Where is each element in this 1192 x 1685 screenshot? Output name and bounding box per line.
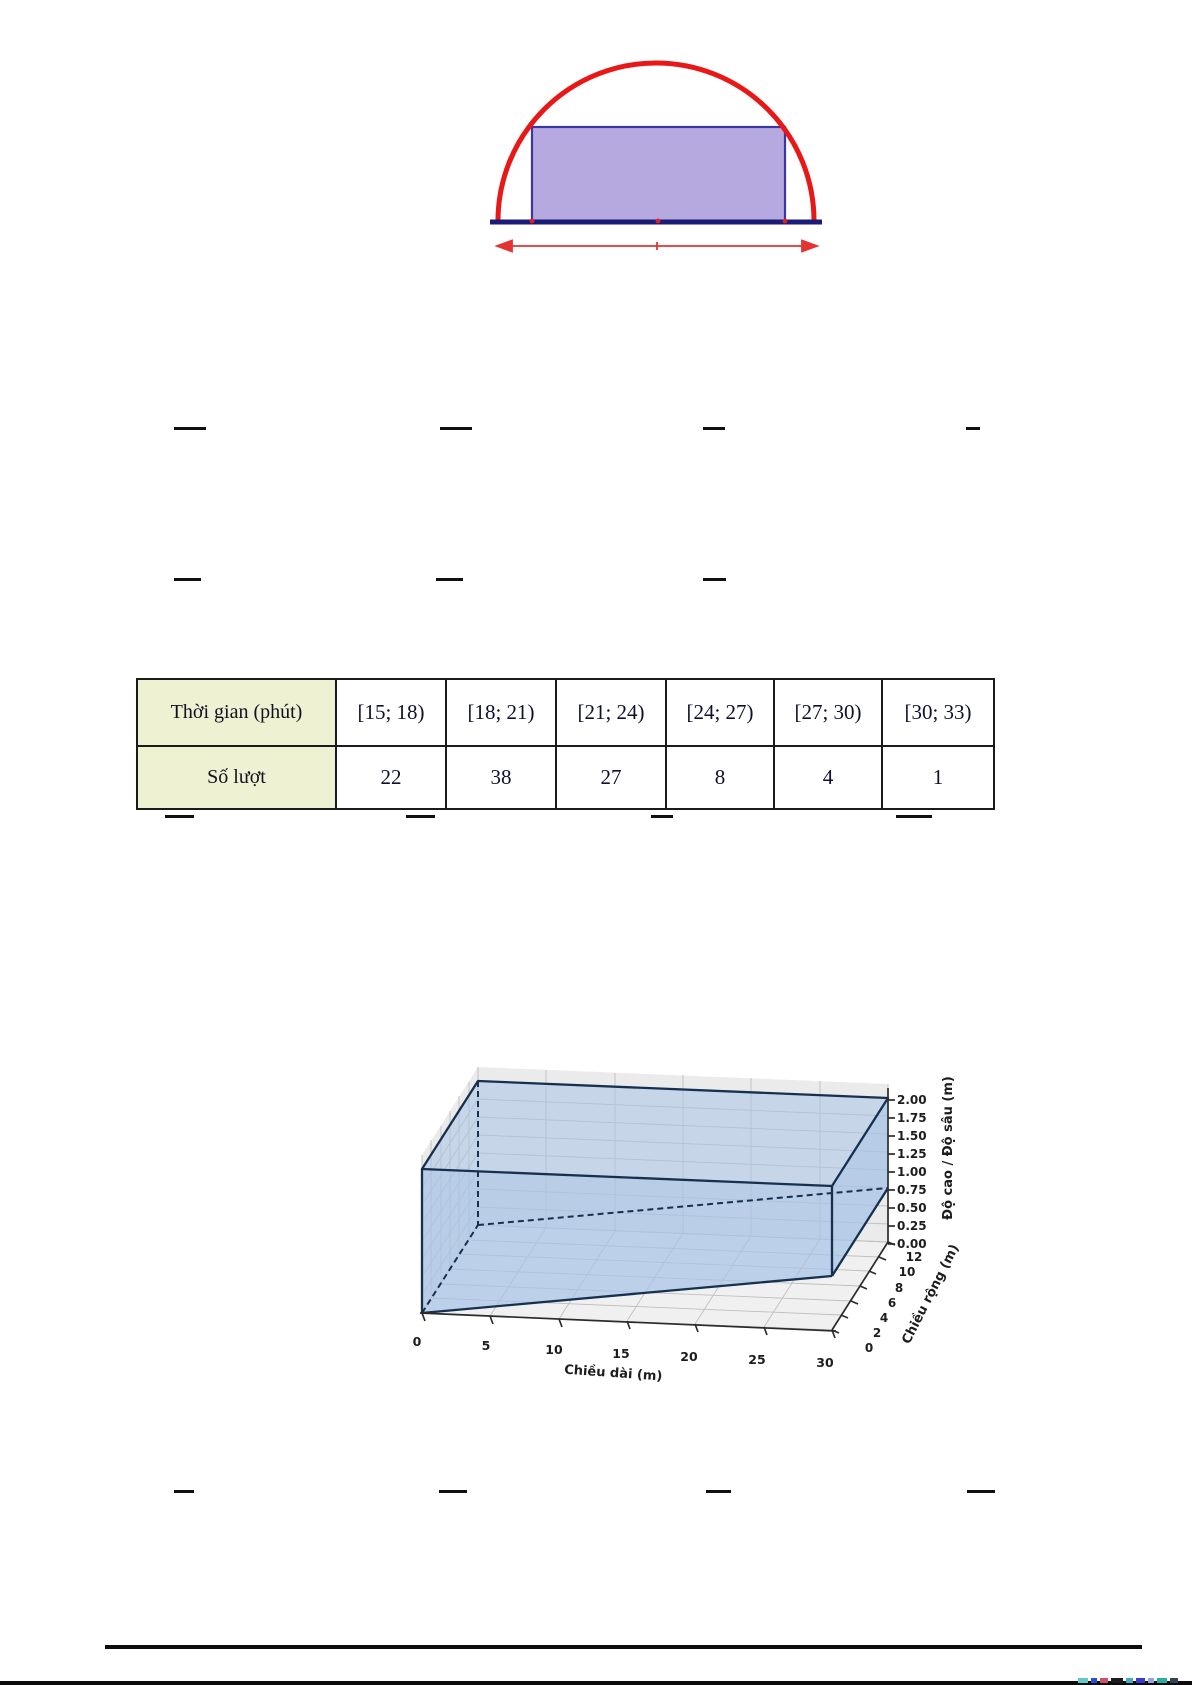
- inscribed-rectangle: [530, 125, 787, 223]
- fraction-bar: [706, 1490, 731, 1493]
- frequency-table: Thời gian (phút) [15; 18) [18; 21) [21; …: [136, 678, 995, 810]
- pool-3d-chart: 0 5 10 15 20 25 30 Chiều dài (m) 0 2 4 6…: [413, 1067, 962, 1385]
- fraction-bar: [703, 427, 725, 430]
- y-tick-label: 0: [865, 1341, 873, 1355]
- fraction-bar: [966, 427, 980, 430]
- fraction-bar: [406, 815, 435, 818]
- fraction-bar: [651, 815, 673, 818]
- table-cell: 4: [773, 745, 883, 810]
- table-row: Số lượt 22 38 27 8 4 1: [136, 745, 995, 810]
- page-bottom-border: [0, 1681, 1192, 1685]
- z-tick-label: 1.25: [897, 1147, 927, 1161]
- table-header-cell: Số lượt: [136, 745, 337, 810]
- z-tick-label: 0.25: [897, 1219, 927, 1233]
- y-tick-label: 6: [888, 1296, 896, 1310]
- fraction-bar: [896, 815, 932, 818]
- footer-artifact: [1100, 1678, 1108, 1683]
- x-tick-label: 25: [748, 1352, 765, 1367]
- x-axis-label: Chiều dài (m): [564, 1363, 663, 1385]
- pool-bottom-face: [422, 1188, 888, 1313]
- x-tick-label: 10: [545, 1342, 563, 1357]
- fraction-bar: [967, 1490, 995, 1493]
- footer-artifact: [1078, 1678, 1088, 1683]
- table-cell: [21; 24): [555, 678, 667, 747]
- fraction-bar: [165, 815, 194, 818]
- y-tick-label: 10: [899, 1265, 916, 1279]
- z-tick-label: 1.75: [897, 1111, 927, 1125]
- x-tick-label: 30: [816, 1355, 834, 1370]
- diameter-arrow: [494, 239, 820, 253]
- table-cell: 8: [665, 745, 775, 810]
- z-tick-label: 1.50: [897, 1129, 927, 1143]
- table-cell: [18; 21): [445, 678, 557, 747]
- z-axis-label: Độ cao / Độ sâu (m): [941, 1076, 956, 1220]
- fraction-bar: [174, 1490, 194, 1493]
- semicircle-figure: [490, 60, 822, 253]
- pool-front-face: [422, 1169, 832, 1313]
- x-tick-label: 20: [680, 1349, 698, 1364]
- y-tick-label: 2: [873, 1326, 881, 1340]
- footer-artifact: [1170, 1678, 1178, 1683]
- table-cell: [30; 33): [881, 678, 995, 747]
- semicircle-arc: [495, 60, 817, 222]
- footer-artifact: [1111, 1678, 1123, 1683]
- table-header-cell: Thời gian (phút): [136, 678, 337, 747]
- table-cell: 1: [881, 745, 995, 810]
- center-dot: [655, 218, 661, 224]
- fraction-bar: [439, 1490, 467, 1493]
- horizontal-rule: [105, 1645, 1142, 1649]
- pool-right-face: [832, 1098, 888, 1276]
- fraction-bar: [703, 578, 726, 581]
- chart-axes: [419, 1088, 896, 1339]
- pool-back-face: [478, 1081, 888, 1225]
- pool-left-face: [422, 1081, 478, 1313]
- table-cell: [24; 27): [665, 678, 775, 747]
- corner-dot: [529, 218, 535, 224]
- pool-faces: [422, 1081, 888, 1313]
- fraction-bar: [436, 578, 463, 581]
- corner-dot: [782, 218, 788, 224]
- table-cell: 27: [555, 745, 667, 810]
- z-tick-label: 0.75: [897, 1183, 927, 1197]
- x-tick-label: 0: [413, 1334, 422, 1349]
- table-cell: [27; 30): [773, 678, 883, 747]
- footer-artifact: [1091, 1678, 1097, 1683]
- footer-artifact: [1126, 1678, 1133, 1683]
- y-tick-label: 8: [895, 1281, 903, 1295]
- footer-artifact: [1157, 1678, 1167, 1683]
- table-cell: [15; 18): [335, 678, 447, 747]
- x-tick-label: 15: [612, 1346, 629, 1361]
- table-cell: 22: [335, 745, 447, 810]
- y-tick-label: 12: [906, 1250, 923, 1264]
- z-tick-label: 0.50: [897, 1201, 927, 1215]
- fraction-bar: [440, 427, 472, 430]
- y-tick-label: 4: [880, 1311, 888, 1325]
- fraction-bar: [174, 427, 206, 430]
- table-row: Thời gian (phút) [15; 18) [18; 21) [21; …: [136, 678, 995, 747]
- x-tick-label: 5: [482, 1338, 491, 1353]
- pool-hidden-edges: [421, 1081, 889, 1314]
- fraction-bar: [174, 578, 201, 581]
- z-tick-label: 2.00: [897, 1093, 927, 1107]
- footer-artifact: [1136, 1678, 1145, 1683]
- z-tick-label: 0.00: [897, 1237, 927, 1251]
- z-tick-label: 1.00: [897, 1165, 927, 1179]
- footer-artifact: [1148, 1678, 1154, 1683]
- table-cell: 38: [445, 745, 557, 810]
